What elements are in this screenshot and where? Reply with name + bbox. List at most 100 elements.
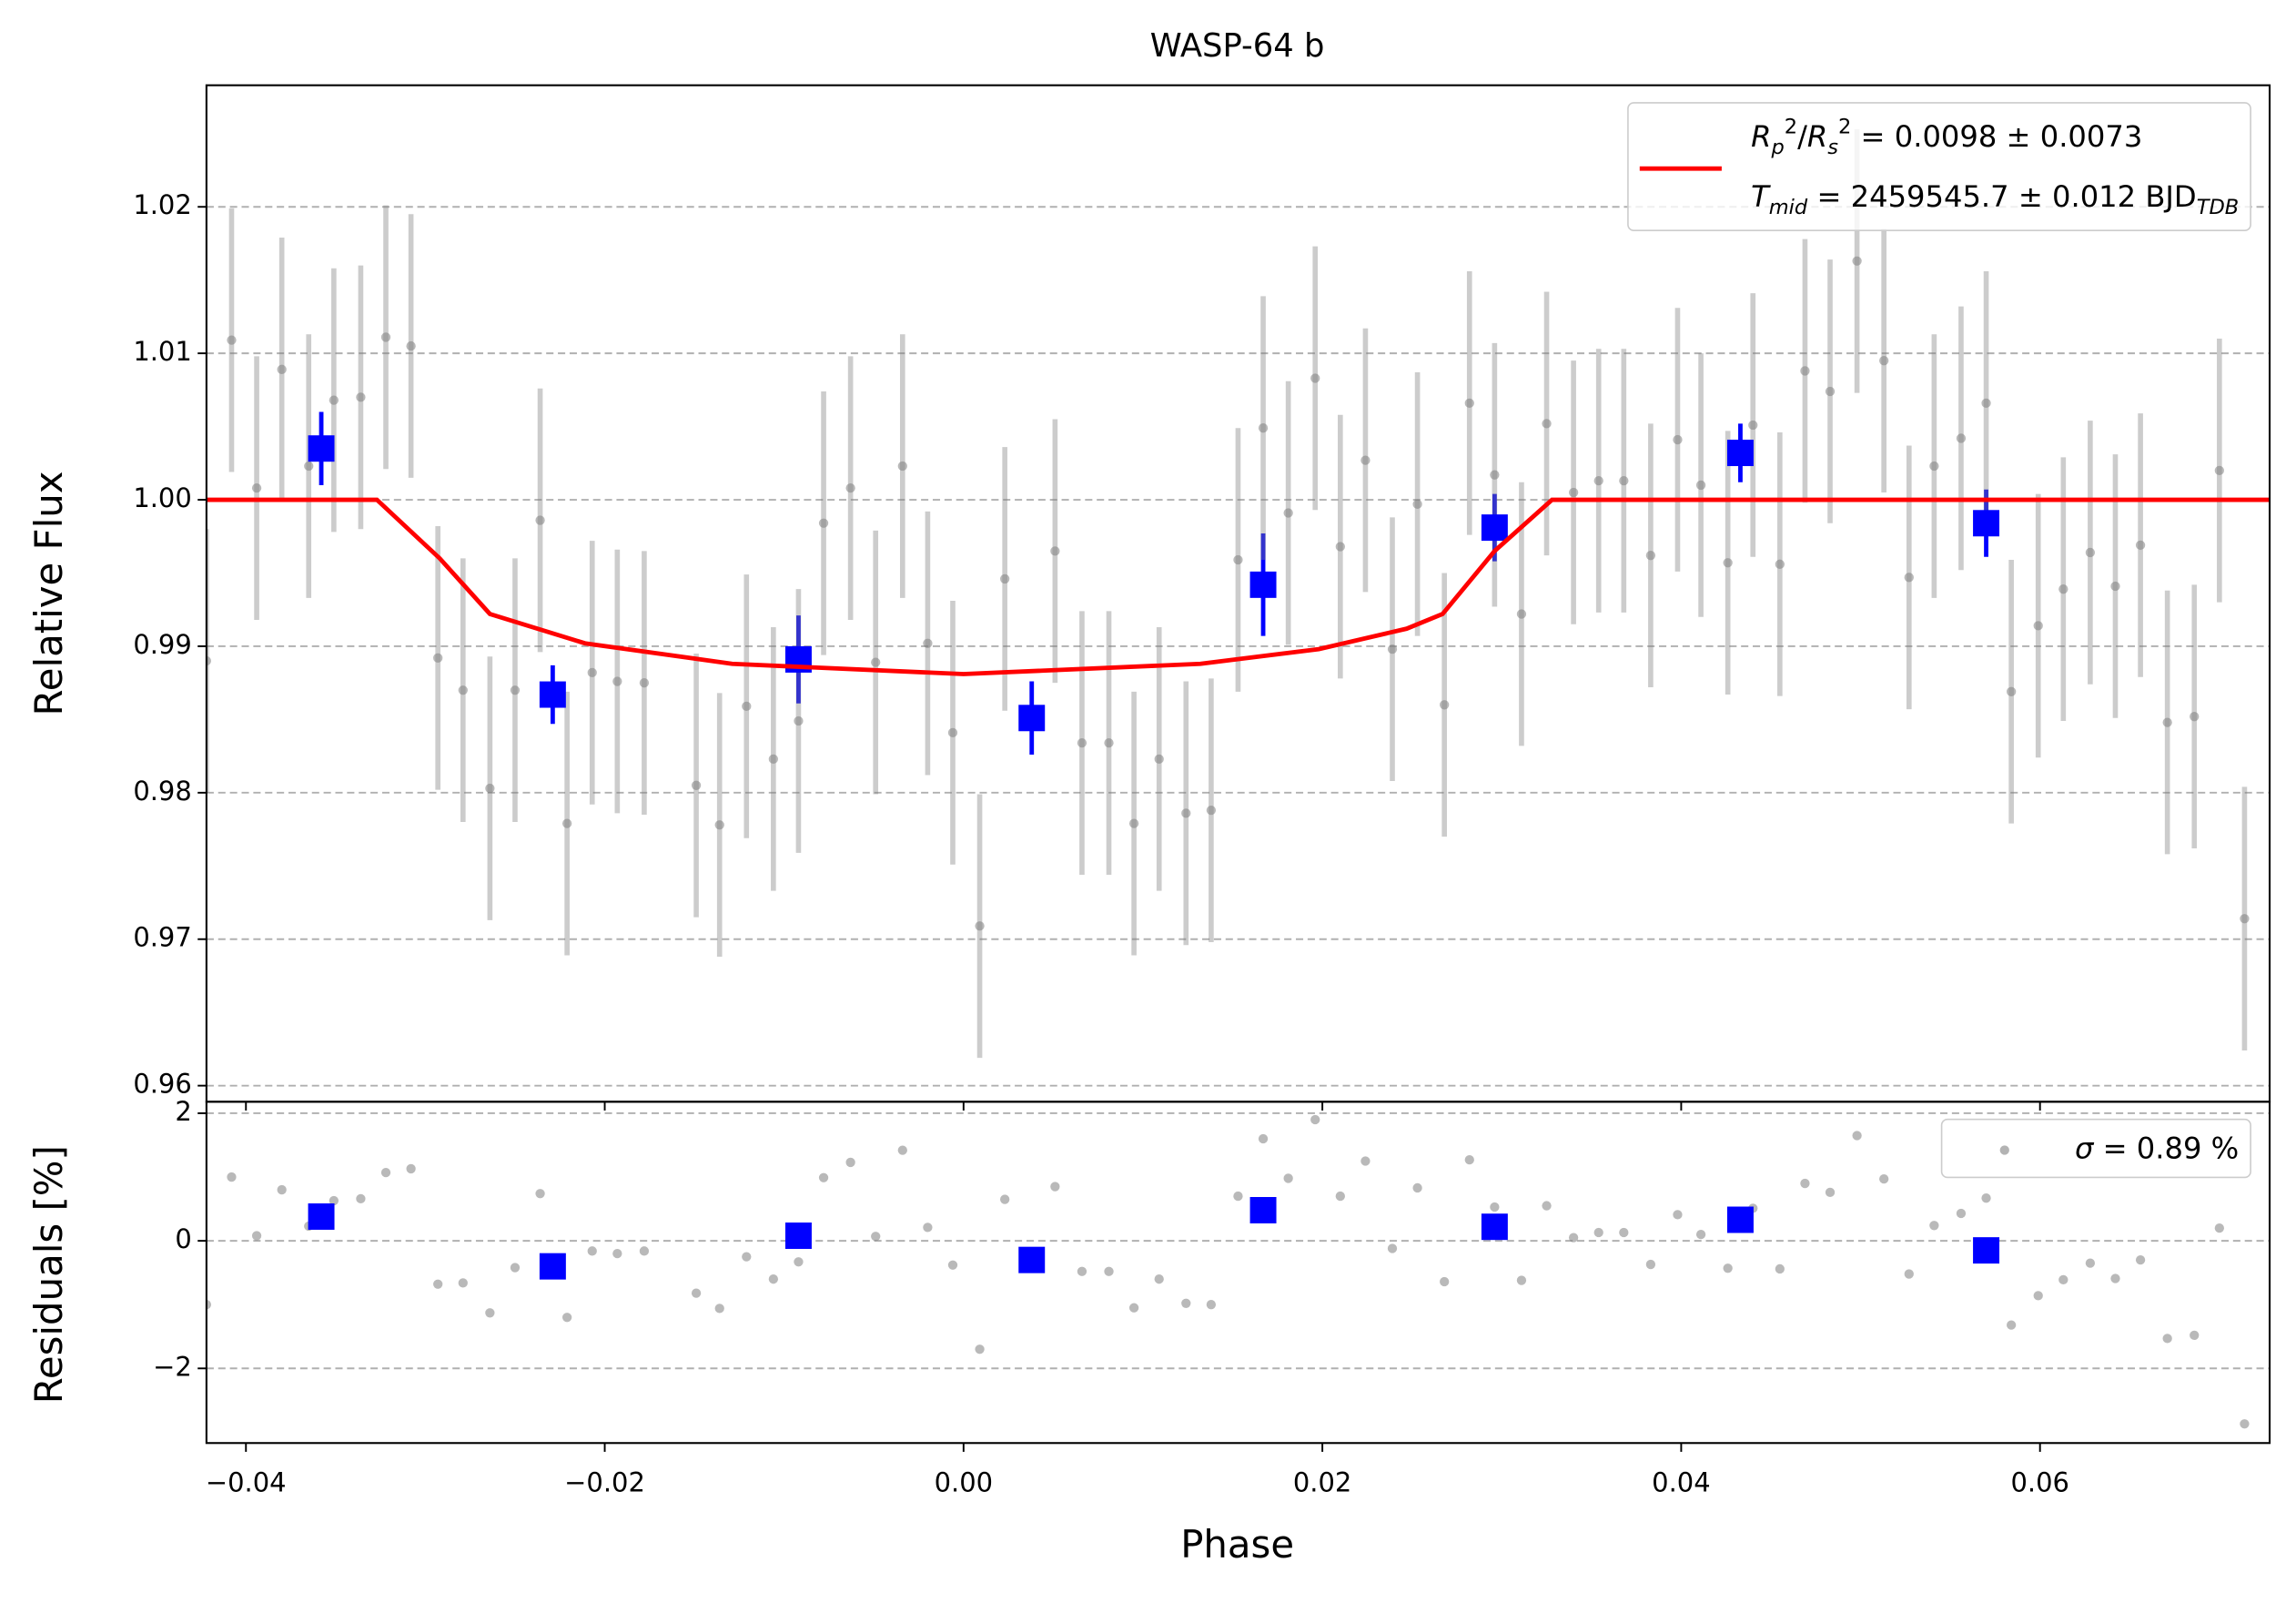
data-point xyxy=(206,655,212,666)
plot-area xyxy=(206,128,2271,1059)
data-point xyxy=(1879,356,1889,366)
data-point xyxy=(947,1260,958,1270)
data-point xyxy=(1981,398,1991,408)
data-point xyxy=(510,685,521,695)
data-point xyxy=(794,1257,804,1267)
data-point xyxy=(380,332,391,342)
data-point xyxy=(1077,737,1087,748)
data-point xyxy=(329,395,339,405)
data-point xyxy=(1233,554,1243,565)
legend-text: = 0.89 % xyxy=(2093,1131,2239,1166)
x-tick-label: 0.00 xyxy=(935,1466,993,1497)
y-tick-label: 1.02 xyxy=(133,189,191,220)
data-point xyxy=(1981,1193,1991,1203)
data-point xyxy=(923,638,933,648)
data-point xyxy=(1956,1208,1967,1219)
data-point xyxy=(1568,487,1579,498)
data-point xyxy=(1929,1221,1939,1231)
data-point xyxy=(742,1252,752,1262)
data-point xyxy=(1104,1266,1114,1276)
data-point xyxy=(2110,581,2120,592)
data-point xyxy=(691,780,702,790)
data-point xyxy=(1258,423,1269,433)
data-point xyxy=(768,754,779,764)
data-point xyxy=(1852,1131,1862,1141)
data-point xyxy=(871,1232,881,1242)
binned-point xyxy=(1726,1206,1754,1233)
data-point xyxy=(1673,434,1683,445)
y-tick-label: 0.96 xyxy=(133,1069,191,1100)
x-tick-label: 0.06 xyxy=(2010,1466,2068,1497)
binned-point xyxy=(308,435,335,462)
legend-text: / xyxy=(1797,119,1807,154)
data-point xyxy=(587,1246,597,1256)
data-point xyxy=(1619,1227,1629,1238)
data-point xyxy=(206,1300,212,1310)
binned-point xyxy=(1973,510,2000,537)
legend-text: p xyxy=(1770,135,1784,158)
data-point xyxy=(251,1231,262,1241)
data-point xyxy=(1104,737,1114,748)
data-point xyxy=(1619,475,1629,486)
data-point xyxy=(1335,1191,1345,1202)
data-point xyxy=(1360,1156,1371,1166)
data-point xyxy=(1825,1187,1836,1198)
model-line xyxy=(206,497,2271,676)
data-point xyxy=(587,667,597,678)
y-tick-label: 0 xyxy=(175,1223,191,1254)
legend: σ = 0.89 % xyxy=(1940,1118,2251,1179)
data-point xyxy=(714,820,724,830)
data-point xyxy=(356,1193,366,1204)
legend-text: = 2459545.7 ± 0.012 BJD xyxy=(1807,179,2196,214)
binned-point xyxy=(1249,1197,1277,1223)
data-point xyxy=(2190,712,2200,722)
data-point xyxy=(1645,551,1656,561)
data-point xyxy=(845,483,855,493)
data-point xyxy=(2110,1273,2120,1283)
data-point xyxy=(975,1344,985,1354)
data-point xyxy=(1775,1263,1785,1274)
data-point xyxy=(1542,1201,1552,1211)
data-point xyxy=(561,1313,572,1323)
y-tick-label: 0.98 xyxy=(133,776,191,807)
x-tick-label: −0.04 xyxy=(206,1466,287,1497)
data-point xyxy=(1181,808,1191,818)
y-tick-label: −2 xyxy=(153,1351,192,1382)
data-point xyxy=(433,1279,443,1289)
data-point xyxy=(227,1172,237,1182)
data-point xyxy=(1050,546,1060,556)
data-point xyxy=(947,727,958,738)
data-point xyxy=(897,461,907,472)
legend-text: s xyxy=(1827,135,1838,158)
data-point xyxy=(2085,1258,2096,1268)
binned-point xyxy=(1018,705,1046,732)
data-point xyxy=(2135,1254,2146,1265)
legend-text: R xyxy=(1751,119,1771,154)
data-point xyxy=(2240,1419,2250,1429)
data-point xyxy=(1775,559,1785,569)
binned-point xyxy=(539,1253,566,1280)
data-point xyxy=(380,1167,391,1178)
data-point xyxy=(639,1246,650,1256)
data-point xyxy=(1516,1275,1527,1285)
data-point xyxy=(1542,419,1552,429)
data-point xyxy=(485,1308,495,1318)
data-point xyxy=(1568,1233,1579,1243)
x-axis-label: Phase xyxy=(1180,1522,1294,1567)
data-point xyxy=(2240,914,2250,924)
y-tick-label: 1.01 xyxy=(133,336,191,367)
axes-frame xyxy=(205,1101,2271,1445)
legend-box xyxy=(1940,1118,2251,1179)
data-point xyxy=(975,921,985,931)
binned-point xyxy=(539,681,566,708)
data-point xyxy=(1593,1227,1603,1238)
data-point xyxy=(2085,547,2096,558)
legend-text: TDB xyxy=(2197,195,2240,218)
data-point xyxy=(818,1172,829,1182)
data-point xyxy=(1387,644,1398,654)
data-point xyxy=(639,678,650,688)
data-point xyxy=(1310,1114,1320,1125)
data-point xyxy=(485,783,495,794)
